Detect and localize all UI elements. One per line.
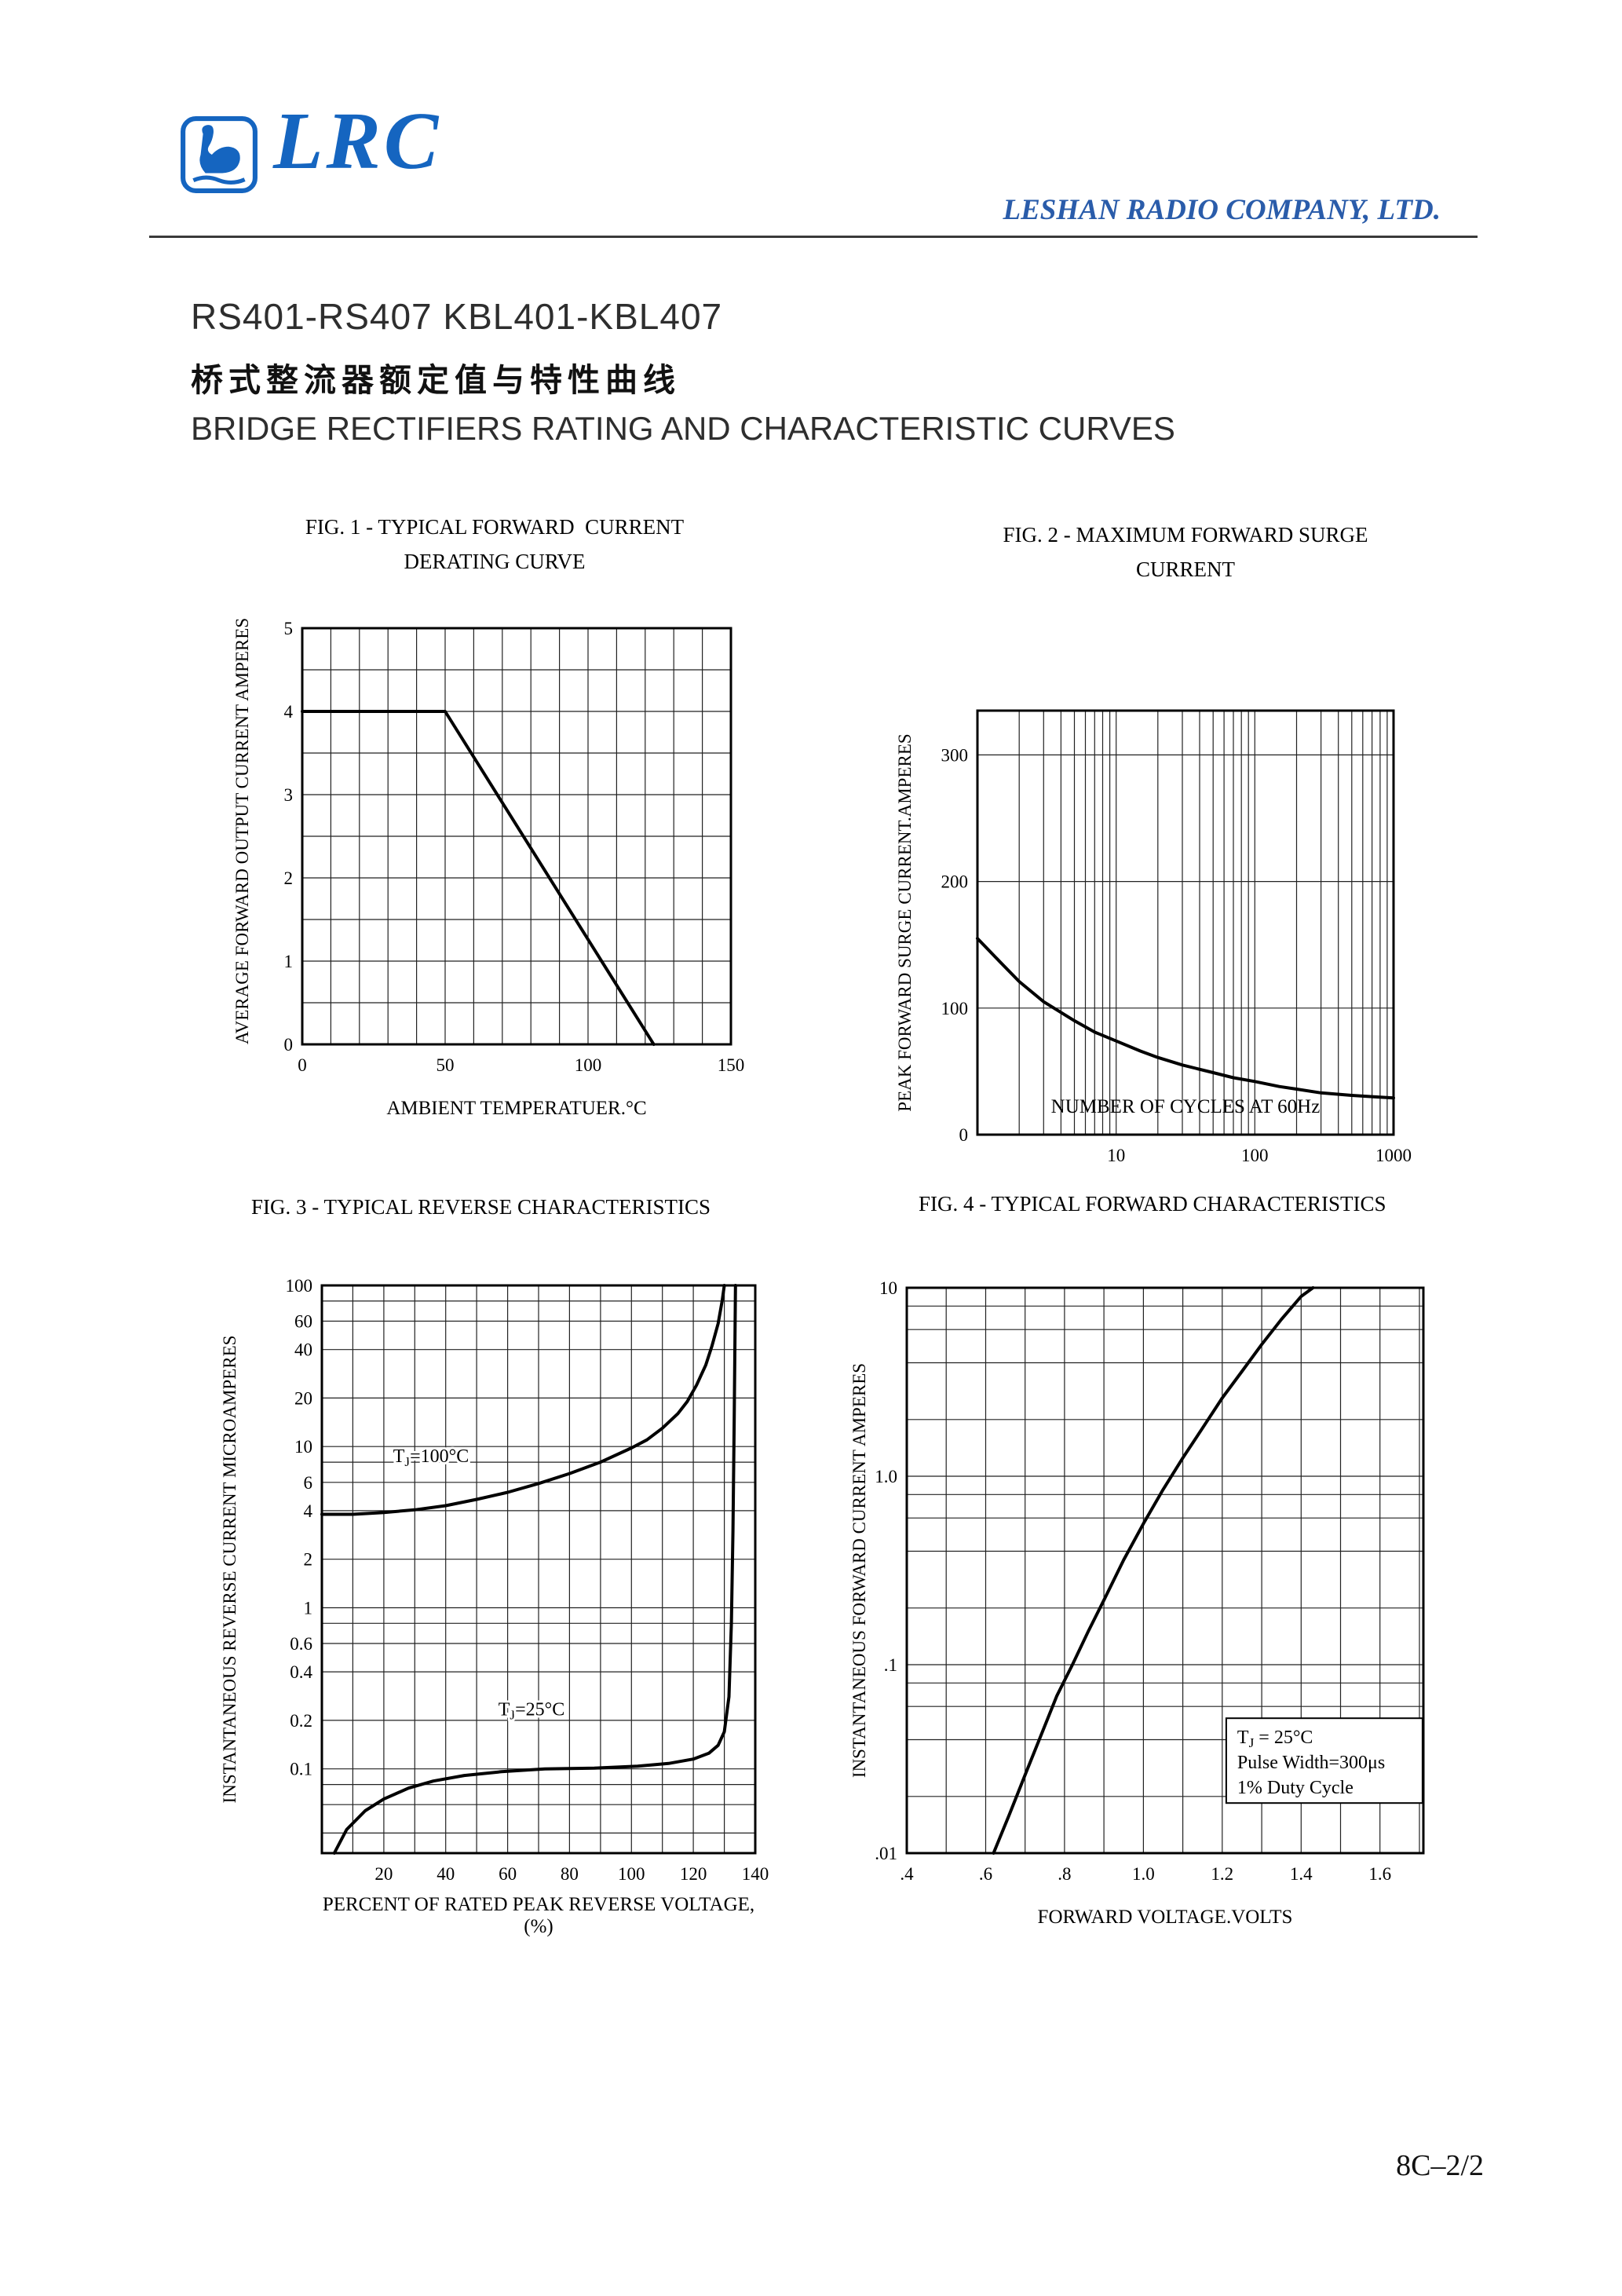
svg-text:4: 4	[304, 1501, 313, 1521]
svg-text:1.4: 1.4	[1290, 1864, 1313, 1884]
fig4-title: FIG. 4 - TYPICAL FORWARD CHARACTERISTICS	[919, 1192, 1386, 1216]
fig2-plot: 10 100 1000 0 100 200 300	[941, 709, 1412, 1165]
svg-text:4: 4	[284, 702, 294, 722]
svg-text:2: 2	[284, 868, 294, 888]
svg-text:80: 80	[561, 1864, 579, 1884]
fig3-title: FIG. 3 - TYPICAL REVERSE CHARACTERISTICS	[251, 1195, 711, 1219]
max-forward-surge-current	[976, 937, 1395, 1100]
svg-text:0.2: 0.2	[290, 1711, 312, 1731]
svg-text:.6: .6	[979, 1864, 992, 1884]
svg-text:1: 1	[284, 952, 294, 971]
svg-text:0.6: 0.6	[290, 1634, 312, 1654]
svg-text:1.0: 1.0	[875, 1467, 897, 1486]
svg-text:20: 20	[374, 1864, 393, 1884]
svg-text:0: 0	[298, 1055, 307, 1075]
svg-text:40: 40	[294, 1340, 312, 1360]
svg-text:40: 40	[437, 1864, 455, 1884]
fig2-y-axis-label: PEAK FORWARD SURGE CURRENT.AMPERES	[895, 733, 915, 1112]
fig3-x-axis-label: PERCENT OF RATED PEAK REVERSE VOLTAGE, (…	[322, 1894, 755, 1937]
svg-text:1: 1	[304, 1599, 313, 1618]
page-number: 8C–2/2	[1396, 2149, 1484, 2182]
fig2-x-axis-label: NUMBER OF CYCLES AT 60Hz	[1050, 1096, 1321, 1117]
svg-text:20: 20	[294, 1388, 312, 1408]
svg-text:10: 10	[1107, 1146, 1125, 1165]
svg-text:.01: .01	[875, 1844, 897, 1863]
svg-text:1% Duty Cycle: 1% Duty Cycle	[1237, 1778, 1353, 1798]
reverse-current-tj-25c	[332, 1284, 737, 1855]
fig3-y-axis-label: INSTANTANEOUS REVERSE CURRENT MICROAMPER…	[220, 1335, 239, 1804]
svg-text:100: 100	[286, 1276, 313, 1296]
lrc-logo	[179, 115, 259, 195]
fig4-y-axis-label: INSTANTANEOUS FORWARD CURRENT AMPERES	[849, 1362, 869, 1779]
svg-text:TJ=100°C: TJ=100°C	[393, 1446, 469, 1469]
svg-text:300: 300	[941, 745, 969, 765]
svg-text:1.6: 1.6	[1368, 1864, 1391, 1884]
fig1-y-axis-label: AVERAGE FORWARD OUTPUT CURRENT AMPERES	[232, 617, 252, 1044]
svg-text:.8: .8	[1058, 1864, 1071, 1884]
svg-text:1000: 1000	[1375, 1146, 1412, 1165]
svg-text:50: 50	[437, 1055, 455, 1075]
svg-text:10: 10	[879, 1278, 897, 1298]
svg-text:100: 100	[575, 1055, 602, 1075]
svg-text:10: 10	[294, 1437, 312, 1457]
lrc-logo-text: LRC	[273, 96, 442, 186]
svg-text:TJ=25°C: TJ=25°C	[499, 1700, 565, 1723]
fig1-plot: 0 50 100 150 0 1 2 3 4 5	[284, 619, 745, 1075]
svg-text:Pulse Width=300μs: Pulse Width=300μs	[1237, 1753, 1385, 1773]
svg-text:3: 3	[284, 785, 294, 805]
svg-text:100: 100	[618, 1864, 645, 1884]
fig1-subtitle: DERATING CURVE	[404, 550, 586, 573]
title-chinese: 桥式整流器额定值与特性曲线	[191, 362, 681, 398]
svg-text:0: 0	[959, 1125, 969, 1145]
lrc-swan-icon	[181, 116, 258, 193]
reverse-current-tj-100c	[320, 1284, 726, 1516]
svg-text:5: 5	[284, 619, 294, 638]
svg-text:1.2: 1.2	[1211, 1864, 1233, 1884]
svg-text:.4: .4	[900, 1864, 914, 1884]
svg-text:100: 100	[941, 999, 969, 1018]
svg-text:120: 120	[680, 1864, 707, 1884]
title-english: BRIDGE RECTIFIERS RATING AND CHARACTERIS…	[191, 410, 1175, 447]
fig4-plot: .4 .6 .8 1.0 1.2 1.4 1.6 10 1.0 .1 .01 TJ = 25°C Pul…	[875, 1278, 1425, 1884]
svg-text:150: 150	[718, 1055, 745, 1075]
svg-text:0.4: 0.4	[290, 1662, 312, 1682]
fig1-title: FIG. 1 - TYPICAL FORWARD CURRENT	[305, 515, 685, 539]
svg-text:.1: .1	[884, 1655, 897, 1675]
svg-text:100: 100	[1241, 1146, 1269, 1165]
fig1-x-axis-label: AMBIENT TEMPERATUER.°C	[386, 1098, 647, 1119]
svg-text:2: 2	[304, 1550, 313, 1570]
svg-text:0: 0	[284, 1035, 294, 1055]
fig3-plot: 20 40 60 80 100 120 140 100 60 40 20 10 6 4 2 1 0.6 0.4 0.…	[286, 1276, 769, 1884]
header-divider	[149, 236, 1478, 238]
forward-characteristic	[992, 1286, 1315, 1855]
fig4-x-axis-label: FORWARD VOLTAGE.VOLTS	[1037, 1907, 1293, 1928]
svg-text:60: 60	[294, 1312, 312, 1332]
svg-text:140: 140	[742, 1864, 769, 1884]
company-name: LESHAN RADIO COMPANY, LTD.	[1003, 194, 1441, 226]
fig2-title: FIG. 2 - MAXIMUM FORWARD SURGE	[1003, 523, 1368, 547]
fig2-subtitle: CURRENT	[1135, 558, 1235, 581]
svg-text:60: 60	[499, 1864, 517, 1884]
part-numbers: RS401-RS407 KBL401-KBL407	[191, 296, 723, 337]
svg-text:TJ = 25°C: TJ = 25°C	[1237, 1727, 1313, 1750]
forward-current-derating	[301, 710, 656, 1046]
svg-text:200: 200	[941, 872, 969, 892]
svg-text:0.1: 0.1	[290, 1760, 312, 1779]
svg-text:6: 6	[304, 1473, 313, 1493]
svg-text:1.0: 1.0	[1132, 1864, 1155, 1884]
